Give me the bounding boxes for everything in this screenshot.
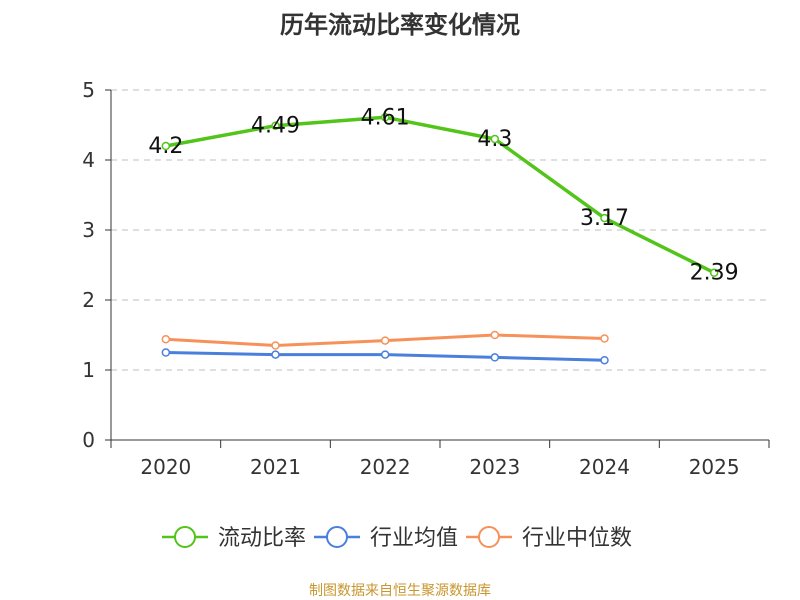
data-point (600, 213, 609, 223)
data-label: 2.39 (690, 261, 739, 286)
data-point (271, 350, 280, 359)
data-point (709, 268, 719, 277)
legend-label: 流动比率 (218, 526, 306, 551)
y-tick-label: 2 (82, 288, 95, 312)
data-label: 4.61 (361, 105, 410, 130)
data-point (490, 330, 500, 340)
legend-item-1[interactable]: 行业均值 (314, 526, 458, 551)
legend-label: 行业中位数 (522, 526, 632, 551)
data-point (380, 336, 390, 345)
data-label: 3.17 (580, 206, 629, 231)
data-point (271, 341, 280, 350)
grid (111, 89, 769, 371)
series (161, 113, 719, 365)
data-point (380, 350, 390, 359)
data-point (600, 334, 609, 343)
y-tick-label: 0 (82, 428, 95, 452)
x-tick-label: 2023 (469, 455, 520, 479)
x-tick-label: 2020 (140, 455, 191, 479)
chart-title: 历年流动比率变化情况 (280, 11, 520, 39)
source-note: 制图数据来自恒生聚源数据库 (309, 583, 491, 599)
data-label: 4.49 (251, 114, 300, 139)
data-label: 4.2 (148, 134, 183, 159)
x-tick-label: 2025 (689, 455, 740, 479)
legend-marker (174, 526, 196, 548)
legend[interactable]: 流动比率 行业均值 行业中位数 (162, 526, 632, 551)
legend-marker (326, 526, 348, 548)
data-point (161, 141, 171, 151)
series-line-0 (165, 115, 715, 275)
data-labels: 4.2 4.49 4.61 4.3 3.17 2.39 (148, 105, 738, 285)
y-tick-label: 5 (82, 78, 95, 102)
legend-item-2[interactable]: 行业中位数 (466, 526, 632, 551)
y-tick-label: 3 (82, 218, 95, 242)
y-tick-label: 1 (82, 358, 95, 382)
data-point (161, 348, 171, 357)
y-tick-label: 4 (82, 148, 95, 172)
axes: 0 1 2 3 4 5 2020 2021 2022 2023 2024 2025 (82, 78, 770, 479)
x-tick-label: 2021 (250, 455, 301, 479)
data-point (490, 134, 500, 144)
x-tick-label: 2022 (360, 455, 411, 479)
legend-label: 行业均值 (370, 526, 458, 551)
legend-item-0[interactable]: 流动比率 (162, 526, 306, 551)
data-label: 4.3 (477, 127, 512, 152)
data-point (271, 121, 280, 130)
data-point (161, 334, 171, 344)
data-point (600, 355, 609, 365)
legend-marker (478, 526, 500, 548)
data-point (380, 113, 390, 122)
x-tick-label: 2024 (579, 455, 630, 479)
data-point (490, 353, 500, 362)
